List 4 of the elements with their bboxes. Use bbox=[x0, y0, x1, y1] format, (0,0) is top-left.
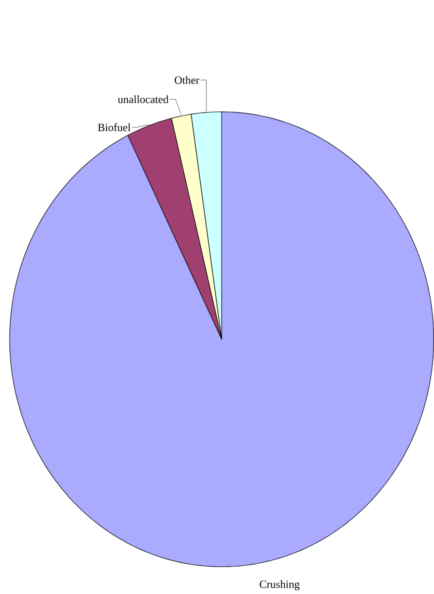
slice-label: unallocated bbox=[118, 95, 168, 104]
slice-label: Crushing bbox=[260, 580, 300, 590]
slice-label: Biofuel bbox=[98, 123, 131, 132]
slice-label: Other bbox=[174, 76, 200, 84]
